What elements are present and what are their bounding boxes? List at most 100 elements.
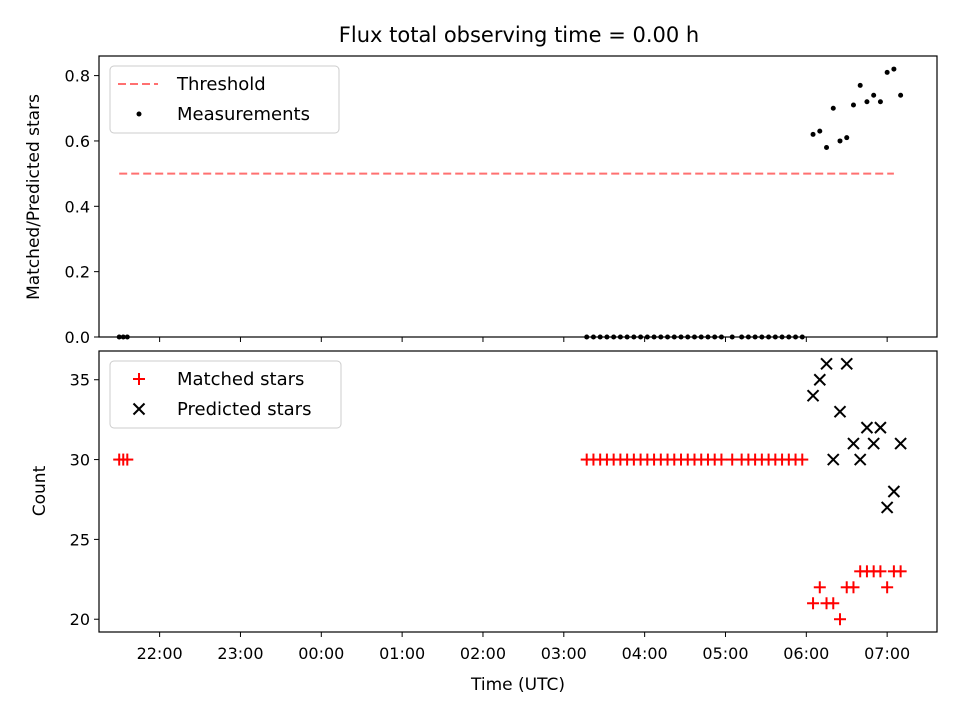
predicted-point bbox=[887, 485, 901, 498]
measurement-point bbox=[638, 334, 644, 340]
bottom-y-axis-label: Count bbox=[30, 465, 50, 516]
top-legend-box bbox=[109, 65, 340, 134]
measurement-point bbox=[810, 131, 816, 137]
measurement-point bbox=[729, 334, 735, 340]
measurement-point bbox=[864, 99, 870, 105]
predicted-point bbox=[874, 421, 887, 434]
matched-point bbox=[796, 453, 809, 466]
bottom-legend: Matched stars Predicted stars bbox=[109, 360, 342, 429]
predicted-point bbox=[820, 357, 833, 370]
measurement-point bbox=[691, 334, 697, 340]
top-legend: Threshold Measurements bbox=[109, 65, 340, 134]
measurement-point bbox=[871, 92, 877, 98]
measurement-point bbox=[898, 92, 904, 98]
measurement-point bbox=[824, 144, 830, 150]
measurement-point bbox=[772, 334, 778, 340]
x-axis-label: Time (UTC) bbox=[470, 675, 565, 695]
threshold-legend-label: Threshold bbox=[176, 74, 266, 95]
measurements-legend-marker bbox=[136, 111, 142, 117]
top-plot-marks bbox=[116, 66, 904, 340]
measurement-point bbox=[830, 105, 836, 111]
predicted-point bbox=[813, 373, 826, 386]
measurement-point bbox=[631, 334, 637, 340]
measurement-point bbox=[644, 334, 650, 340]
x-tick-label: 01:00 bbox=[379, 644, 425, 663]
matched-point bbox=[847, 581, 860, 594]
matched-legend-label: Matched stars bbox=[177, 369, 304, 390]
measurement-point bbox=[752, 334, 758, 340]
measurement-point bbox=[877, 99, 883, 105]
x-tick-label: 03:00 bbox=[541, 644, 587, 663]
measurement-point bbox=[718, 334, 724, 340]
bottom-y-axis: 20 25 30 35 bbox=[70, 371, 99, 629]
measurement-point bbox=[124, 334, 130, 340]
measurement-point bbox=[698, 334, 704, 340]
measurement-point bbox=[793, 334, 799, 340]
measurement-point bbox=[786, 334, 792, 340]
measurement-point bbox=[604, 334, 610, 340]
y-tick-label: 0.2 bbox=[65, 263, 90, 282]
measurement-point bbox=[850, 102, 856, 108]
matched-point bbox=[827, 597, 840, 610]
measurement-point bbox=[779, 334, 785, 340]
measurement-point bbox=[651, 334, 657, 340]
predicted-point bbox=[853, 453, 867, 466]
measurement-point bbox=[759, 334, 765, 340]
predicted-legend-x bbox=[132, 402, 146, 416]
y-tick-label: 35 bbox=[70, 371, 90, 390]
predicted-point bbox=[833, 405, 847, 418]
measurement-point bbox=[844, 135, 850, 141]
measurement-point bbox=[611, 334, 617, 340]
top-y-axis: 0.0 0.2 0.4 0.6 0.8 bbox=[65, 67, 99, 347]
predicted-point bbox=[860, 421, 874, 434]
measurement-point bbox=[665, 334, 671, 340]
predicted-point bbox=[880, 501, 894, 514]
bottom-x-axis: 22:00 23:00 00:00 01:00 02:00 03:00 04:00 05:00… bbox=[137, 632, 910, 663]
measurement-point bbox=[705, 334, 711, 340]
x-tick-label: 22:00 bbox=[137, 644, 183, 663]
measurement-point bbox=[837, 138, 843, 144]
bottom-legend-box bbox=[109, 360, 342, 429]
measurement-point bbox=[766, 334, 772, 340]
measurement-point bbox=[597, 334, 603, 340]
measurement-point bbox=[685, 334, 691, 340]
measurement-point bbox=[584, 334, 590, 340]
y-tick-label: 25 bbox=[70, 530, 90, 549]
matched-point bbox=[874, 565, 887, 578]
measurement-point bbox=[739, 334, 745, 340]
predicted-point bbox=[806, 389, 820, 402]
matched-legend-marker bbox=[133, 373, 145, 385]
predicted-legend-label: Predicted stars bbox=[177, 399, 311, 420]
predicted-legend-marker bbox=[132, 402, 146, 416]
x-tick-label: 07:00 bbox=[864, 644, 910, 663]
top-x-tick-marks bbox=[159, 337, 888, 342]
x-tick-label: 02:00 bbox=[460, 644, 506, 663]
predicted-point bbox=[894, 437, 907, 450]
top-y-axis-label: Matched/Predicted stars bbox=[24, 94, 44, 300]
measurement-point bbox=[617, 334, 623, 340]
y-tick-label: 0.6 bbox=[65, 132, 90, 151]
predicted-point bbox=[847, 437, 860, 450]
x-tick-label: 05:00 bbox=[702, 644, 748, 663]
measurement-point bbox=[857, 82, 863, 88]
matched-point bbox=[121, 453, 134, 466]
top-panel: 0.00.20.40.60.8 Matched/Predicted stars … bbox=[24, 55, 938, 347]
x-tick-label: 00:00 bbox=[298, 644, 344, 663]
measurement-point bbox=[884, 69, 890, 75]
matched-legend-plus bbox=[133, 373, 145, 385]
predicted-point bbox=[867, 437, 880, 450]
measurement-point bbox=[658, 334, 664, 340]
measurement-point bbox=[116, 334, 122, 340]
matched-point bbox=[715, 453, 728, 466]
y-tick-label: 0.4 bbox=[65, 197, 90, 216]
y-tick-label: 0.0 bbox=[65, 328, 90, 347]
measurement-point bbox=[799, 334, 805, 340]
x-tick-label: 23:00 bbox=[217, 644, 263, 663]
matched-point bbox=[881, 581, 894, 594]
measurement-point bbox=[624, 334, 630, 340]
predicted-point bbox=[840, 357, 853, 370]
y-tick-label: 0.8 bbox=[65, 67, 90, 86]
x-tick-label: 06:00 bbox=[783, 644, 829, 663]
matched-point bbox=[807, 597, 820, 610]
